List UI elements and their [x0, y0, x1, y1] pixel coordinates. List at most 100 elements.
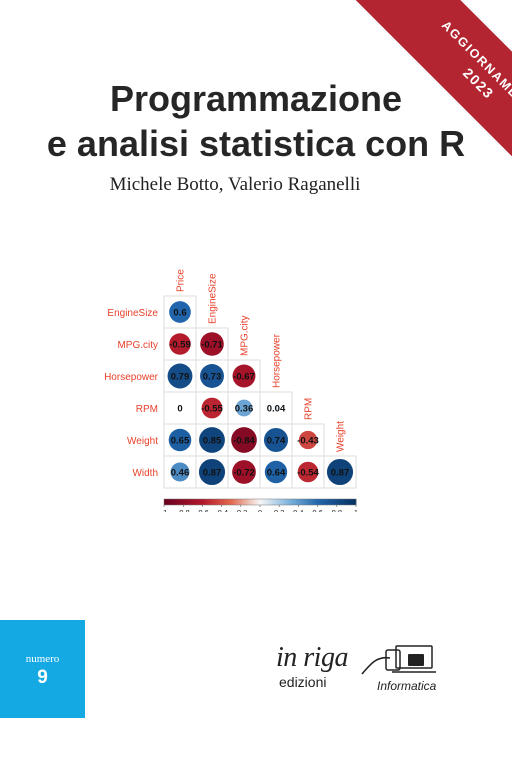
colorbar-segment [255, 499, 258, 505]
correlation-value: 0.65 [171, 436, 190, 447]
colorbar-segment [308, 499, 311, 505]
colorbar-segment [180, 499, 184, 505]
colorbar-segment [262, 499, 266, 505]
correlation-circle [169, 301, 191, 323]
book-authors: Michele Botto, Valerio Raganelli [109, 174, 361, 195]
colorbar-segment [245, 499, 249, 505]
colorbar-segment [257, 499, 261, 505]
colorbar-segment [332, 499, 335, 505]
colorbar-segment [300, 499, 304, 505]
colorbar-segment [236, 499, 239, 505]
colorbar-segment [267, 499, 270, 505]
row-label: RPM [136, 404, 158, 415]
correlation-value: 0.64 [267, 468, 286, 479]
colorbar-tick-label: 0.8 [332, 508, 342, 512]
colorbar-segment [240, 499, 244, 505]
correlation-value: 0.87 [203, 468, 222, 479]
correlation-circle [232, 364, 256, 388]
book-title: Programmazione e analisi statistica con … [0, 76, 512, 166]
colorbar-tick-label: -0.4 [215, 508, 228, 512]
colorbar-segment [286, 499, 290, 505]
correlation-circle [170, 462, 190, 482]
colorbar-segment [252, 499, 256, 505]
colorbar-segment [192, 499, 196, 505]
devices-icon [361, 645, 436, 675]
row-label: EngineSize [107, 308, 158, 319]
colorbar-segment [281, 499, 285, 505]
publisher-logo: in riga edizioni Informatica [276, 640, 456, 700]
colorbar-segment [329, 499, 333, 505]
colorbar-segment [341, 499, 345, 505]
correlation-value: 0.85 [203, 436, 222, 447]
correlation-circle [298, 430, 318, 450]
colorbar-tick-label: 0.4 [293, 508, 303, 512]
colorbar-segment [344, 499, 347, 505]
colorbar-segment [190, 499, 194, 505]
correlation-value: -0.55 [201, 404, 223, 415]
colorbar-segment [298, 499, 302, 505]
correlation-value: 0.36 [235, 404, 254, 415]
column-label: RPM [304, 398, 315, 420]
colorbar-segment [178, 499, 182, 505]
colorbar-segment [197, 499, 201, 505]
colorbar-segment [291, 499, 294, 505]
colorbar-tick-label: -0.2 [234, 508, 247, 512]
correlation-value: 0.46 [171, 468, 190, 479]
colorbar-segment [243, 499, 246, 505]
row-label: MPG.city [117, 340, 158, 351]
series-number: 9 [37, 667, 48, 688]
correlation-circle [273, 405, 279, 411]
colorbar-segment [188, 499, 191, 505]
column-label: Weight [336, 421, 347, 452]
publisher-name: edizioni [279, 674, 327, 690]
colorbar-segment [221, 499, 225, 505]
title-line-2: e analisi statistica con R [46, 123, 466, 164]
correlation-circle [198, 458, 226, 486]
row-label: Width [132, 468, 158, 479]
correlation-circle [264, 460, 288, 484]
colorbar-segment [310, 499, 314, 505]
colorbar-segment [173, 499, 177, 505]
colorbar-segment [327, 499, 330, 505]
colorbar-segment [231, 499, 234, 505]
colorbar-segment [164, 499, 167, 505]
correlation-value: 0.87 [331, 468, 350, 479]
colorbar-segment [269, 499, 273, 505]
colorbar-segment [226, 499, 230, 505]
colorbar-segment [233, 499, 237, 505]
colorbar-segment [348, 499, 352, 505]
colorbar-segment [260, 499, 263, 505]
correlation-circle [167, 363, 193, 389]
correlation-circle [169, 333, 191, 355]
correlation-circle [200, 364, 224, 388]
matrix-cell [323, 455, 357, 489]
correlation-circle [200, 332, 224, 356]
publisher-script-name: in riga [276, 642, 348, 673]
correlation-value: 0.74 [267, 436, 286, 447]
colorbar-segment [346, 499, 350, 505]
colorbar-tick-label: 0.2 [274, 508, 284, 512]
colorbar-segment [219, 499, 222, 505]
colorbar-segment [303, 499, 306, 505]
colorbar-segment [272, 499, 275, 505]
correlation-plot: 0.6 -0.59 -0.71 0.79 0.73 -0.67 0 -0.55 0.36 0.04… [104, 269, 358, 512]
colorbar-segment [176, 499, 179, 505]
colorbar-segment [168, 499, 172, 505]
publisher-series: Informatica [377, 679, 437, 693]
correlation-circle [235, 399, 253, 417]
title-line-1: Programmazione [109, 78, 403, 119]
colorbar-segment [216, 499, 220, 505]
series-label: numero [25, 653, 60, 665]
colorbar-segment [317, 499, 321, 505]
colorbar-segment [276, 499, 280, 505]
colorbar-segment [279, 499, 282, 505]
correlation-value: 0.73 [203, 372, 222, 383]
colorbar-segment [224, 499, 227, 505]
colorbar-segment [250, 499, 254, 505]
colorbar-tick-label: -1 [161, 508, 168, 512]
colorbar-segment [171, 499, 174, 505]
colorbar-segment [248, 499, 251, 505]
correlation-value: -0.59 [169, 340, 191, 351]
correlation-circle [201, 397, 223, 419]
colorbar-segment [264, 499, 268, 505]
